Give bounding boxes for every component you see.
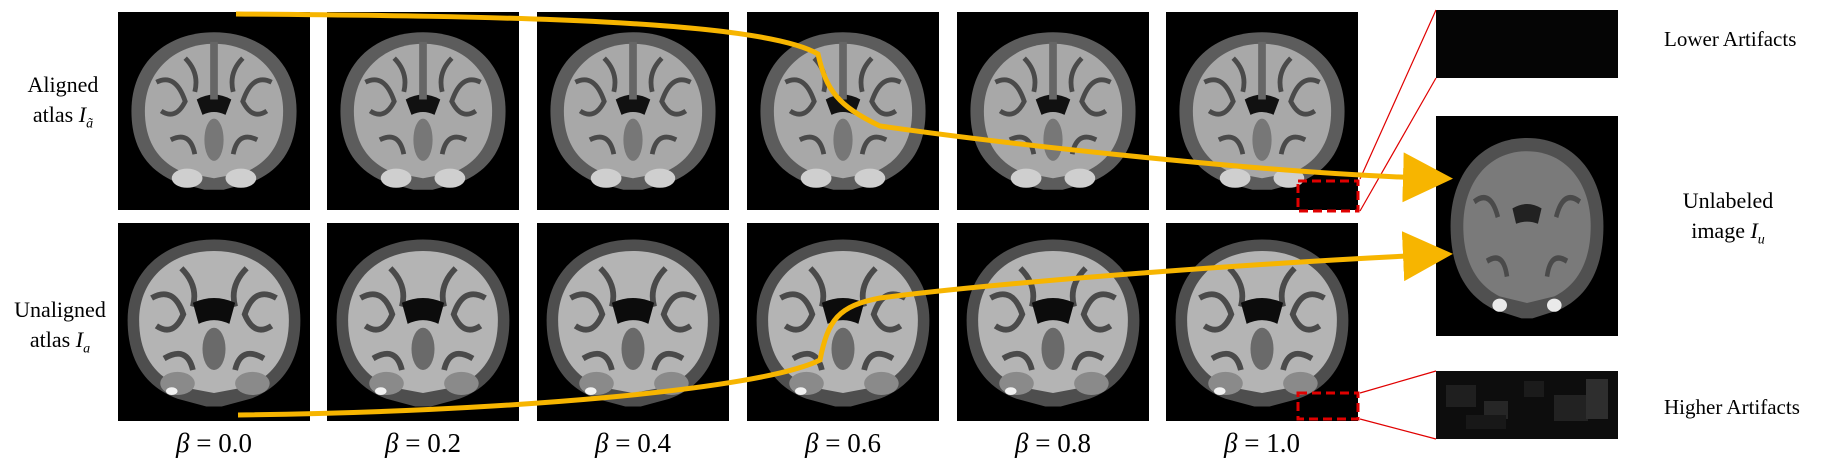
beta-label-1-0: β = 1.0 [1224, 428, 1300, 458]
unaligned-brain-beta-0-8 [957, 223, 1149, 421]
brain-slice [118, 12, 310, 210]
brain-slice [1436, 116, 1618, 336]
beta-label-0-0: β = 0.0 [176, 428, 252, 458]
zoom-connector-line [1359, 370, 1437, 394]
unaligned-atlas-label: Unaligned atlas Ia [14, 297, 106, 357]
artifact-noise [1446, 379, 1608, 429]
beta-label-0-8: β = 0.8 [1015, 428, 1091, 458]
aligned-atlas-label: Aligned atlas Iã [27, 72, 99, 132]
aligned-brain-beta-0-2 [327, 12, 519, 210]
unaligned-brain-beta-0-0 [118, 223, 310, 421]
brain-slice [1166, 12, 1358, 210]
lower-artifacts-crop [1436, 10, 1618, 78]
beta-label-0-6: β = 0.6 [805, 428, 881, 458]
brain-slice [957, 223, 1149, 421]
brain-slice [747, 223, 939, 421]
unaligned-brain-beta-0-6 [747, 223, 939, 421]
unaligned-brain-beta-0-4 [537, 223, 729, 421]
aligned-brain-beta-0-0 [118, 12, 310, 210]
zoom-connector-line [1359, 418, 1437, 440]
beta-label-0-4: β = 0.4 [595, 428, 671, 458]
zoom-connector-line [1359, 9, 1437, 180]
higher-artifacts-label: Higher Artifacts [1664, 395, 1800, 419]
brain-slice [1166, 223, 1358, 421]
brain-slice [327, 223, 519, 421]
brain-slice [327, 12, 519, 210]
unlabeled-image-label: Unlabeled image Iu [1682, 188, 1774, 248]
zoom-connector-line [1359, 77, 1437, 212]
brain-slice [747, 12, 939, 210]
aligned-brain-beta-1-0 [1166, 12, 1358, 210]
unaligned-brain-beta-0-2 [327, 223, 519, 421]
aligned-brain-beta-0-4 [537, 12, 729, 210]
brain-slice [537, 223, 729, 421]
lower-artifacts-label: Lower Artifacts [1664, 27, 1797, 51]
brain-slice [118, 223, 310, 421]
unlabeled-image [1436, 116, 1618, 336]
unaligned-brain-beta-1-0 [1166, 223, 1358, 421]
beta-label-0-2: β = 0.2 [385, 428, 461, 458]
aligned-brain-beta-0-8 [957, 12, 1149, 210]
higher-artifacts-crop [1436, 371, 1618, 439]
aligned-brain-beta-0-6 [747, 12, 939, 210]
brain-slice [957, 12, 1149, 210]
brain-slice [537, 12, 729, 210]
